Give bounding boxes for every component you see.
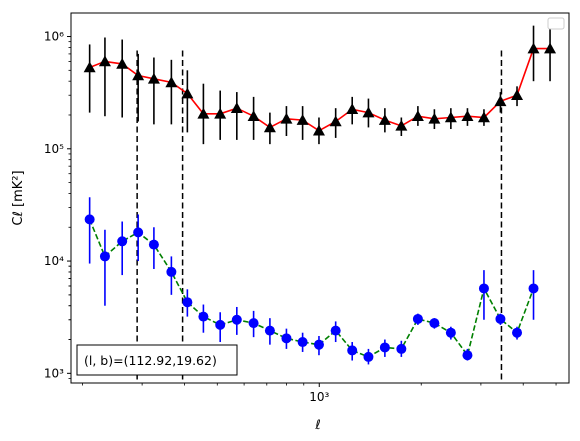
series-0-point-6 [181,87,194,99]
series-1-point-12 [281,333,292,344]
annotation-text: (l, b)=(112.92,19.62) [84,353,217,368]
annotation-box: (l, b)=(112.92,19.62) [76,344,238,376]
series-1-point-22 [445,327,456,338]
axes-frame [70,12,570,384]
series-1-line [88,219,535,358]
series-1-point-5 [166,266,177,277]
series-1-point-19 [396,343,407,354]
series-1-point-27 [528,283,539,294]
series-1-point-1 [99,251,110,262]
x-tick-label-0: 10³ [309,390,329,404]
series-0-point-3 [132,69,145,81]
series-0-point-14 [312,124,325,136]
legend-box [547,17,565,30]
series-1-point-17 [363,351,374,362]
series-1-point-14 [313,339,324,350]
series-0-point-4 [147,72,160,84]
series-1 [84,197,539,365]
series-1-point-25 [495,313,506,324]
series-1-point-26 [512,327,523,338]
series-0-point-21 [428,112,441,124]
series-0-point-26 [511,89,524,101]
series-1-point-16 [347,345,358,356]
series-1-point-6 [182,297,193,308]
series-0-point-16 [346,103,359,115]
series-0-point-23 [461,110,474,122]
series-0-point-28 [544,42,557,54]
series-0-point-11 [263,121,276,133]
series-1-point-15 [330,325,341,336]
series-0-point-19 [395,119,408,131]
y-tick-label-3: 10⁶ [44,30,64,44]
y-tick-label-0: 10³ [44,366,64,380]
series-0-point-0 [83,61,96,73]
series-1-point-11 [264,325,275,336]
series-0-point-27 [527,42,540,54]
series-0-point-25 [494,95,507,107]
y-axis-label: Cℓ [mK²] [11,170,26,225]
series-1-point-3 [133,227,144,238]
series-1-point-4 [148,239,159,250]
series-0-point-8 [214,107,227,119]
series-0-point-9 [230,102,243,113]
series-0-point-2 [116,57,129,69]
axis-ticks: 10³ 10⁴ 10⁵ 10⁶ 10³ [44,30,557,404]
series-0-point-17 [362,106,375,118]
series-0-point-12 [280,112,293,124]
series-1-point-0 [84,214,95,225]
series-0-point-20 [411,110,424,122]
series-1-point-10 [248,318,259,329]
plot-area [83,25,557,383]
series-0-point-13 [296,114,309,125]
series-0 [83,25,557,145]
series-0-point-22 [444,111,457,123]
series-0-point-7 [197,107,210,119]
series-1-point-2 [117,236,128,247]
series-0-point-1 [98,55,111,67]
series-1-point-18 [379,342,390,353]
series-1-point-8 [215,319,226,330]
series-1-point-9 [231,314,242,325]
y-tick-label-1: 10⁴ [44,254,64,268]
series-0-point-24 [477,111,490,123]
y-tick-label-2: 10⁵ [44,142,64,156]
series-0-point-5 [165,76,178,88]
series-1-point-7 [198,311,209,322]
series-1-point-13 [297,337,308,348]
series-0-point-10 [247,110,260,122]
legend[interactable] [547,17,565,30]
series-0-point-15 [329,115,342,127]
x-axis-label: ℓ [314,418,320,433]
series-1-point-21 [429,318,440,329]
series-1-point-20 [412,313,423,324]
series-1-point-24 [478,283,489,294]
series-1-point-23 [462,350,473,361]
series-0-point-18 [378,114,391,125]
